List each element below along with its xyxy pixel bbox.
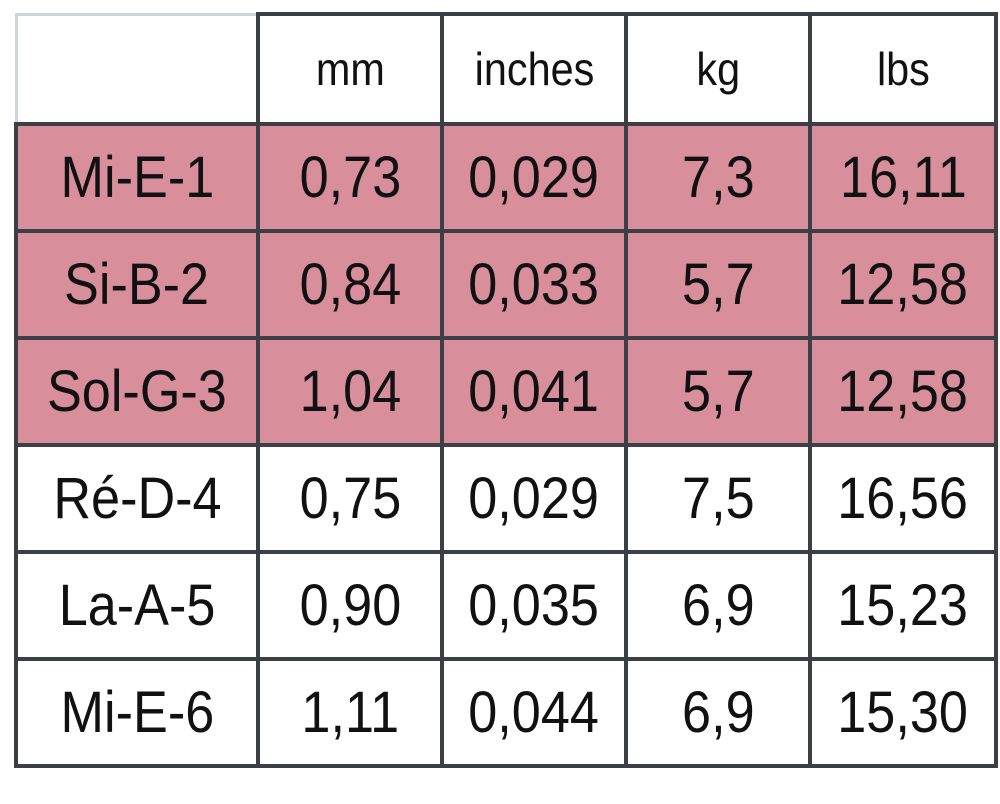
cell-kg: 6,9	[624, 657, 812, 768]
header-kg: kg	[624, 12, 812, 126]
cell-string-name: Mi-E-1	[14, 122, 260, 233]
cell-lbs: 16,11	[808, 122, 998, 233]
header-lbs: lbs	[808, 12, 998, 126]
cell-inches: 0,029	[440, 443, 628, 554]
header-inches: inches	[440, 12, 628, 126]
cell-inches: 0,044	[440, 657, 628, 768]
cell-mm: 0,73	[256, 122, 444, 233]
cell-kg: 7,5	[624, 443, 812, 554]
cell-mm: 0,90	[256, 550, 444, 661]
cell-inches: 0,029	[440, 122, 628, 233]
cell-inches: 0,035	[440, 550, 628, 661]
cell-string-name: La-A-5	[14, 550, 260, 661]
string-spec-table: mm inches kg lbs Mi-E-1 0,73 0,029 7,3 16,11…	[14, 12, 998, 768]
table-row: La-A-5 0,90 0,035 6,9 15,23	[14, 550, 998, 661]
cell-string-name: Ré-D-4	[14, 443, 260, 554]
header-corner-cell	[14, 12, 260, 126]
cell-string-name: Si-B-2	[14, 229, 260, 340]
cell-lbs: 12,58	[808, 336, 998, 447]
cell-mm: 0,75	[256, 443, 444, 554]
header-mm: mm	[256, 12, 444, 126]
cell-kg: 6,9	[624, 550, 812, 661]
cell-kg: 7,3	[624, 122, 812, 233]
table-row: Mi-E-1 0,73 0,029 7,3 16,11	[14, 122, 998, 233]
cell-kg: 5,7	[624, 229, 812, 340]
table-row: Mi-E-6 1,11 0,044 6,9 15,30	[14, 657, 998, 768]
header-row: mm inches kg lbs	[14, 12, 998, 126]
cell-string-name: Mi-E-6	[14, 657, 260, 768]
cell-mm: 1,11	[256, 657, 444, 768]
table-row: Sol-G-3 1,04 0,041 5,7 12,58	[14, 336, 998, 447]
cell-lbs: 16,56	[808, 443, 998, 554]
cell-inches: 0,041	[440, 336, 628, 447]
cell-inches: 0,033	[440, 229, 628, 340]
cell-mm: 0,84	[256, 229, 444, 340]
cell-mm: 1,04	[256, 336, 444, 447]
table-row: Ré-D-4 0,75 0,029 7,5 16,56	[14, 443, 998, 554]
table-row: Si-B-2 0,84 0,033 5,7 12,58	[14, 229, 998, 340]
cell-string-name: Sol-G-3	[14, 336, 260, 447]
cell-kg: 5,7	[624, 336, 812, 447]
cell-lbs: 15,23	[808, 550, 998, 661]
cell-lbs: 12,58	[808, 229, 998, 340]
cell-lbs: 15,30	[808, 657, 998, 768]
